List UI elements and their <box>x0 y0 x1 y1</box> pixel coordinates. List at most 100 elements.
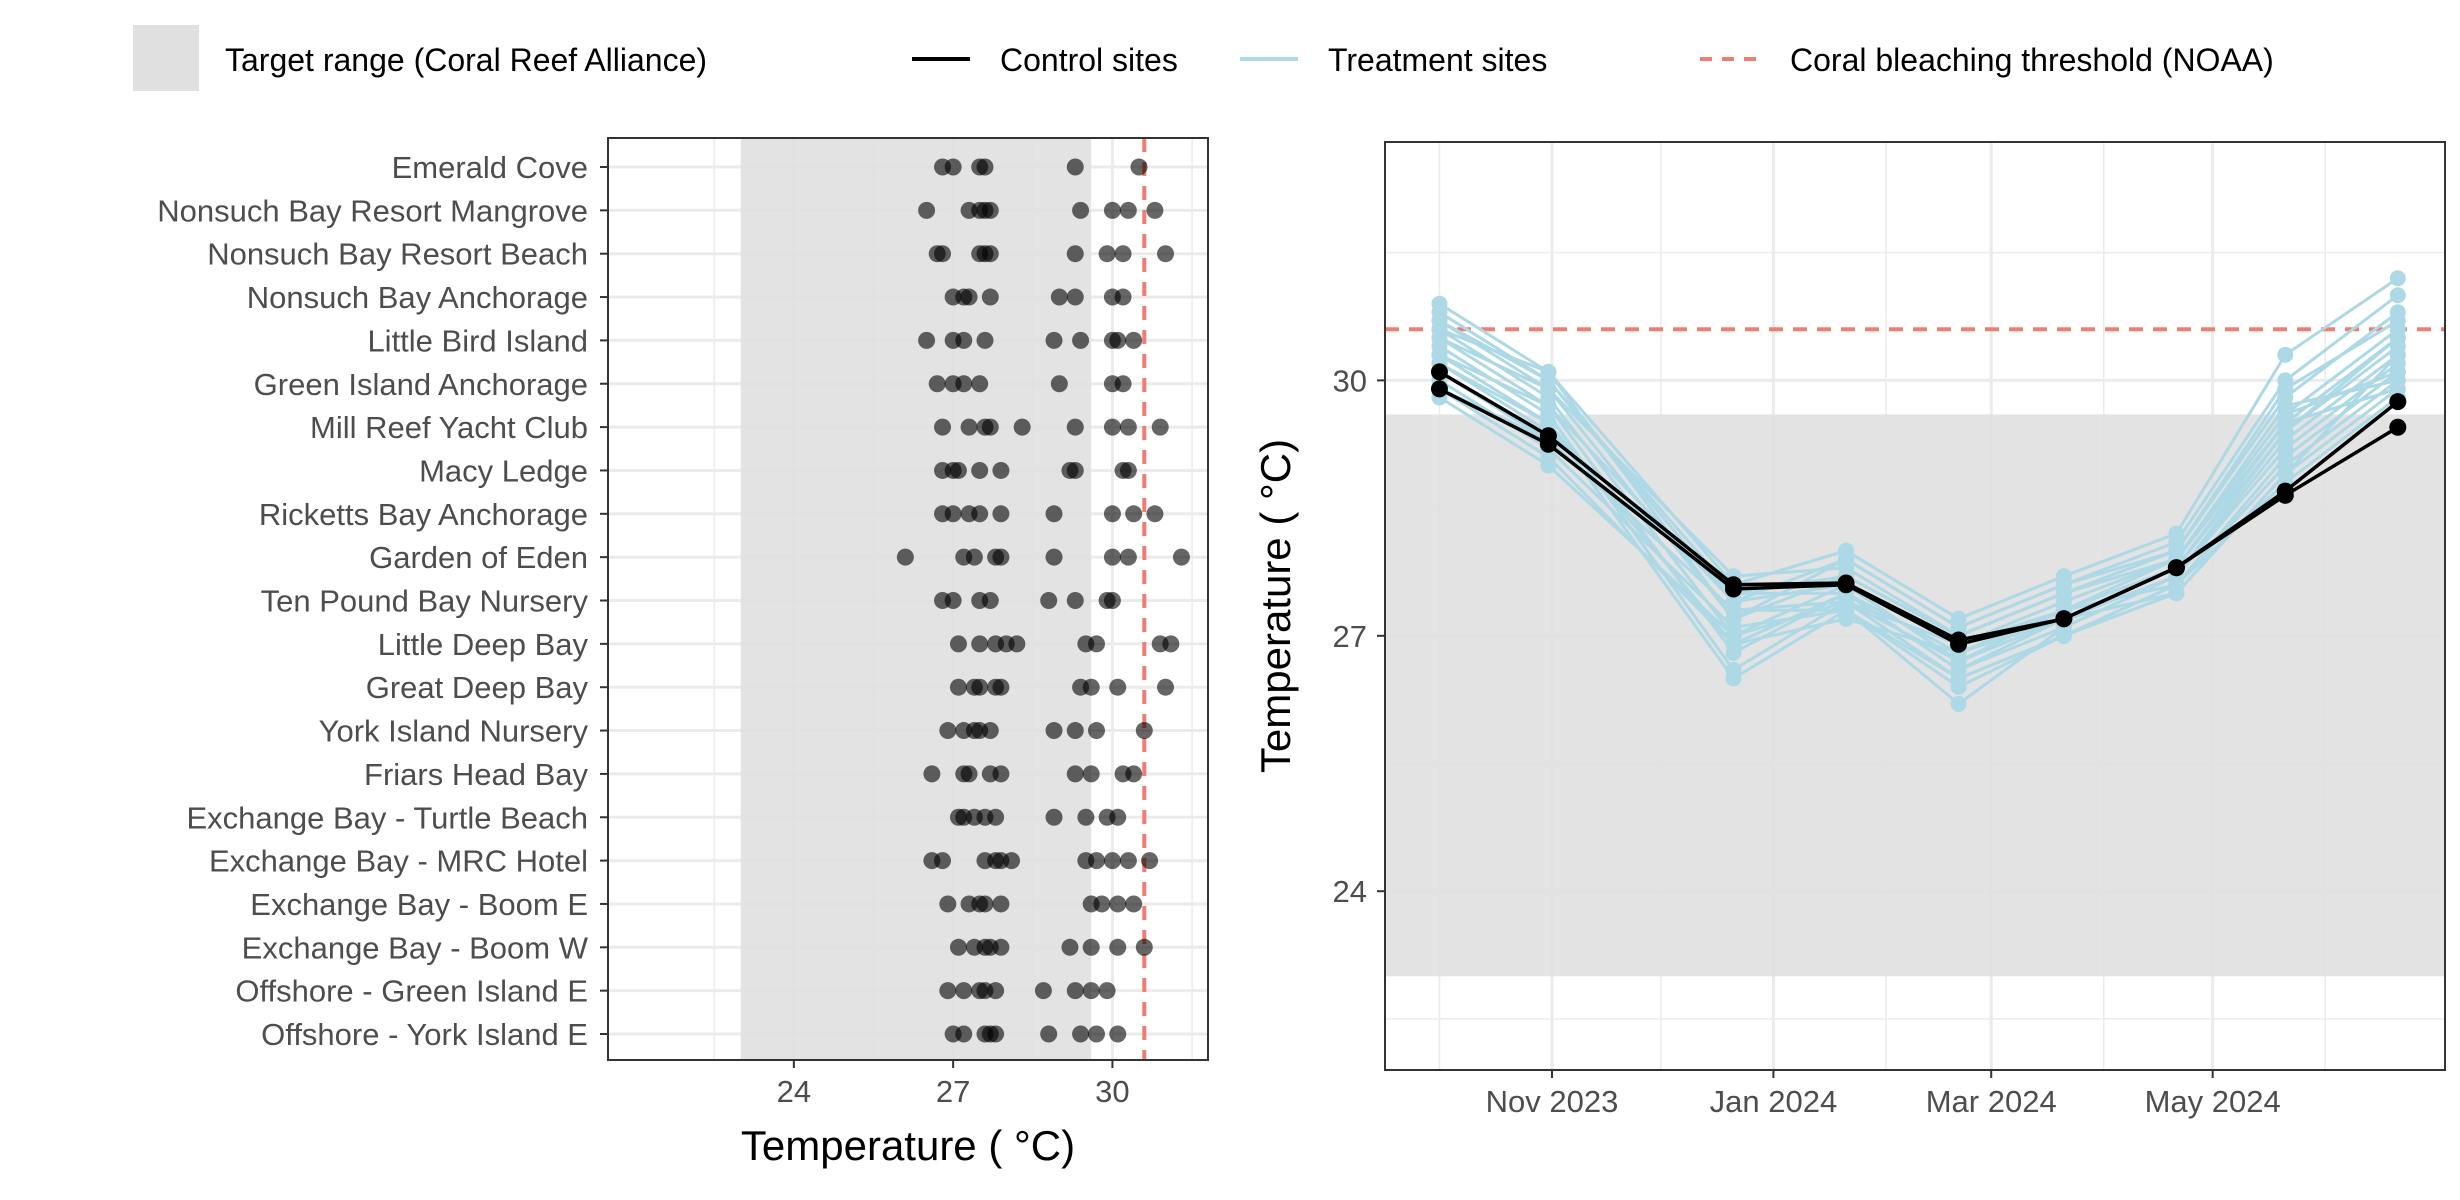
left-panel-border <box>607 137 1209 1061</box>
site-label-emerald-cove: Emerald Cove <box>392 150 588 185</box>
site-point-ricketts-bay-anchorage <box>1125 505 1143 523</box>
site-point-nonsuch-bay-resort-mangrove <box>1072 201 1090 219</box>
site-point-offshore-york-island-e <box>987 1025 1005 1043</box>
site-point-exchange-bay-boom-w <box>1061 938 1079 956</box>
site-label-nonsuch-bay-resort-mangrove: Nonsuch Bay Resort Mangrove <box>157 193 588 228</box>
site-point-macy-ledge <box>949 461 967 479</box>
site-point-nonsuch-bay-anchorage <box>960 288 978 306</box>
site-label-york-island-nursery: York Island Nursery <box>319 714 589 749</box>
legend-label-treatment: Treatment sites <box>1328 42 1547 78</box>
site-point-offshore-york-island-e <box>1040 1025 1058 1043</box>
right-x-tick-label: Nov 2023 <box>1486 1084 1619 1119</box>
treatment-point <box>1725 602 1742 619</box>
control-point <box>1430 380 1448 398</box>
left-target-range-band <box>740 138 1092 1060</box>
treatment-point <box>2168 585 2185 602</box>
site-point-exchange-bay-boom-e <box>1125 895 1143 913</box>
site-point-emerald-cove <box>976 158 994 176</box>
site-point-exchange-bay-mrc-hotel <box>934 852 952 870</box>
control-point <box>1724 580 1742 598</box>
site-point-offshore-green-island-e <box>1066 982 1084 1000</box>
site-point-exchange-bay-mrc-hotel <box>1141 852 1159 870</box>
site-point-nonsuch-bay-resort-mangrove <box>1146 201 1164 219</box>
site-point-little-bird-island <box>1125 331 1143 349</box>
site-point-great-deep-bay <box>971 678 989 696</box>
site-point-friars-head-bay <box>960 765 978 783</box>
site-point-exchange-bay-boom-e <box>976 895 994 913</box>
site-point-nonsuch-bay-anchorage <box>1050 288 1068 306</box>
treatment-point <box>2277 346 2294 363</box>
site-point-little-bird-island <box>1109 331 1127 349</box>
site-point-exchange-bay-boom-e <box>992 895 1010 913</box>
site-point-exchange-bay-turtle-beach <box>1077 808 1095 826</box>
site-point-great-deep-bay <box>1109 678 1127 696</box>
treatment-point <box>2277 466 2294 483</box>
site-label-ricketts-bay-anchorage: Ricketts Bay Anchorage <box>259 497 588 532</box>
right-y-axis-title: Temperature ( °C) <box>1252 439 1299 773</box>
site-point-friars-head-bay <box>923 765 941 783</box>
site-point-exchange-bay-mrc-hotel <box>1003 852 1021 870</box>
site-label-exchange-bay-mrc-hotel: Exchange Bay - MRC Hotel <box>209 844 588 879</box>
site-point-little-deep-bay <box>1008 635 1026 653</box>
timeseries-panel: 24 27 30 Nov 2023 Jan 2024 Mar 2024 May 2024 Te… <box>1252 141 2446 1119</box>
control-point <box>1950 635 1968 653</box>
site-label-macy-ledge: Macy Ledge <box>419 453 588 488</box>
treatment-point <box>1725 636 1742 653</box>
legend-label-threshold: Coral bleaching threshold (NOAA) <box>1790 42 2274 78</box>
site-point-emerald-cove <box>1130 158 1148 176</box>
site-label-nonsuch-bay-anchorage: Nonsuch Bay Anchorage <box>247 280 588 315</box>
site-point-macy-ledge <box>992 461 1010 479</box>
site-point-green-island-anchorage <box>928 375 946 393</box>
site-point-ten-pound-bay-nursery <box>1040 592 1058 609</box>
site-point-nonsuch-bay-resort-mangrove <box>1119 201 1137 219</box>
site-point-nonsuch-bay-resort-beach <box>981 245 999 263</box>
right-y-tick-label: 24 <box>1333 874 1367 909</box>
site-point-ricketts-bay-anchorage <box>1045 505 1063 523</box>
site-label-little-deep-bay: Little Deep Bay <box>378 627 589 662</box>
site-point-ricketts-bay-anchorage <box>992 505 1010 523</box>
site-point-mill-reef-yacht-club <box>1013 418 1031 436</box>
site-point-little-bird-island <box>1045 331 1063 349</box>
site-point-exchange-bay-mrc-hotel <box>1087 852 1105 870</box>
site-point-york-island-nursery <box>1066 722 1084 740</box>
site-point-york-island-nursery <box>981 722 999 740</box>
site-point-ten-pound-bay-nursery <box>944 592 962 609</box>
site-point-mill-reef-yacht-club <box>1066 418 1084 436</box>
site-point-garden-of-eden <box>1172 548 1190 566</box>
site-point-macy-ledge <box>971 461 989 479</box>
site-point-york-island-nursery <box>1135 722 1153 740</box>
site-point-great-deep-bay <box>1157 678 1175 696</box>
site-label-friars-head-bay: Friars Head Bay <box>364 757 588 792</box>
site-label-mill-reef-yacht-club: Mill Reef Yacht Club <box>310 410 588 445</box>
site-point-offshore-york-island-e <box>1087 1025 1105 1043</box>
site-point-friars-head-bay <box>1066 765 1084 783</box>
site-point-mill-reef-yacht-club <box>1103 418 1121 436</box>
site-point-garden-of-eden <box>1103 548 1121 566</box>
site-point-little-deep-bay <box>971 635 989 653</box>
control-point <box>1430 363 1448 381</box>
site-point-exchange-bay-mrc-hotel <box>1119 852 1137 870</box>
site-point-york-island-nursery <box>939 722 957 740</box>
site-point-offshore-york-island-e <box>1072 1025 1090 1043</box>
site-point-exchange-bay-boom-w <box>1082 938 1100 956</box>
control-point <box>2167 559 2185 577</box>
site-point-offshore-green-island-e <box>1034 982 1052 1000</box>
site-point-mill-reef-yacht-club <box>981 418 999 436</box>
site-point-great-deep-bay <box>992 678 1010 696</box>
site-point-little-bird-island <box>918 331 936 349</box>
site-point-garden-of-eden <box>1045 548 1063 566</box>
site-point-green-island-anchorage <box>955 375 973 393</box>
treatment-point <box>1950 670 1967 687</box>
site-point-nonsuch-bay-resort-beach <box>1098 245 1116 263</box>
treatment-point <box>1838 551 1855 568</box>
site-label-garden-of-eden: Garden of Eden <box>369 540 588 575</box>
site-point-little-bird-island <box>976 331 994 349</box>
site-point-emerald-cove <box>1066 158 1084 176</box>
site-point-macy-ledge <box>1066 461 1084 479</box>
site-point-ricketts-bay-anchorage <box>1146 505 1164 523</box>
site-label-offshore-york-island-e: Offshore - York Island E <box>261 1017 588 1052</box>
site-point-exchange-bay-boom-e <box>939 895 957 913</box>
site-point-exchange-bay-turtle-beach <box>1109 808 1127 826</box>
site-point-garden-of-eden <box>1119 548 1137 566</box>
